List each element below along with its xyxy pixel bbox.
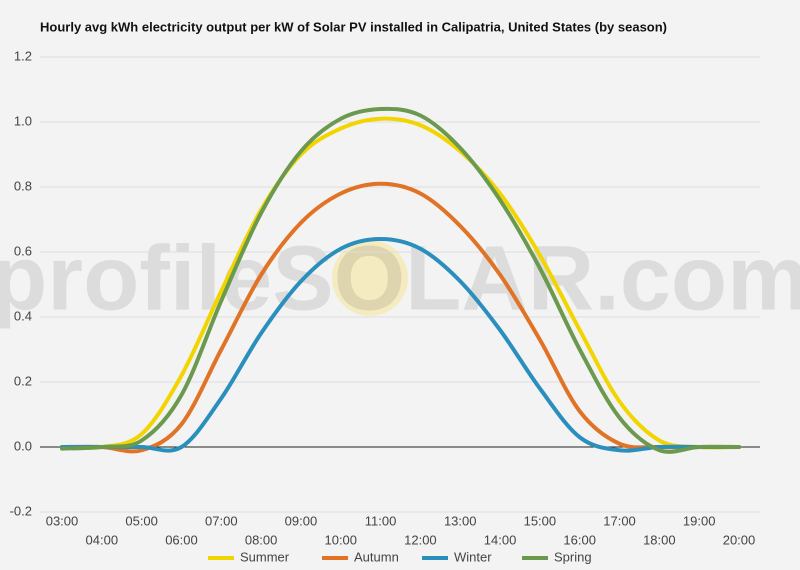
series-line — [60, 181, 741, 454]
x-tick-label: 15:00 — [524, 513, 557, 528]
legend-label: Autumn — [354, 549, 399, 564]
x-tick-label: 05:00 — [125, 513, 158, 528]
y-tick-label: 0.6 — [14, 243, 32, 258]
x-tick-label: 04:00 — [86, 532, 119, 547]
x-tick-label: 18:00 — [643, 532, 676, 547]
x-tick-label: 19:00 — [683, 513, 716, 528]
y-tick-label: 1.2 — [14, 48, 32, 63]
x-tick-label: 03:00 — [46, 513, 79, 528]
x-tick-label: 16:00 — [563, 532, 596, 547]
series-line — [60, 116, 741, 450]
legend-label: Winter — [454, 549, 492, 564]
x-tick-label: 12:00 — [404, 532, 437, 547]
y-tick-label: 0.4 — [14, 308, 32, 323]
x-tick-label: 10:00 — [324, 532, 357, 547]
x-tick-label: 06:00 — [165, 532, 198, 547]
y-tick-label: 0.2 — [14, 373, 32, 388]
chart-title: Hourly avg kWh electricity output per kW… — [40, 19, 667, 34]
y-tick-label: 0.0 — [14, 438, 32, 453]
x-tick-label: 14:00 — [484, 532, 517, 547]
watermark: profileSOLAR.com — [0, 227, 800, 329]
x-tick-label: 20:00 — [723, 532, 756, 547]
x-tick-label: 09:00 — [285, 513, 318, 528]
series-line — [60, 106, 741, 454]
x-tick-label: 08:00 — [245, 532, 278, 547]
y-tick-label: 1.0 — [14, 113, 32, 128]
y-tick-label: -0.2 — [10, 503, 32, 518]
x-tick-label: 11:00 — [365, 513, 397, 528]
x-tick-label: 17:00 — [603, 513, 636, 528]
y-tick-label: 0.8 — [14, 178, 32, 193]
x-tick-label: 07:00 — [205, 513, 238, 528]
legend-label: Summer — [240, 549, 290, 564]
series-line — [60, 236, 741, 453]
legend-label: Spring — [554, 549, 592, 564]
x-tick-label: 13:00 — [444, 513, 477, 528]
watermark-sun — [332, 240, 408, 316]
